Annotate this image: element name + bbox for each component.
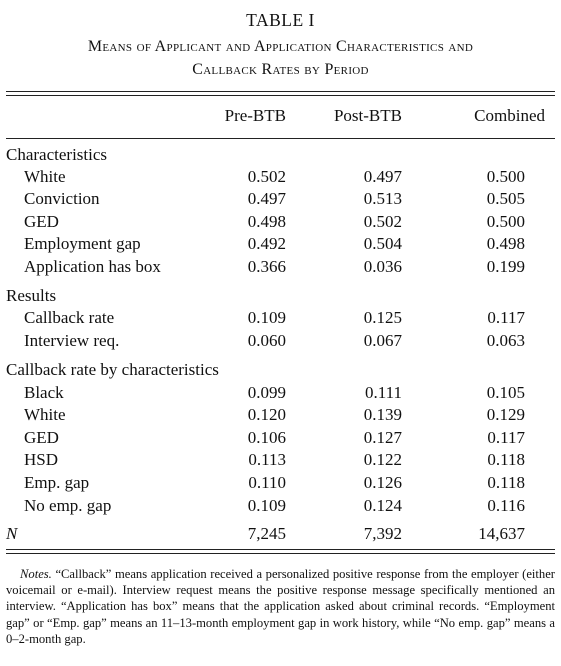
- cell-value: 0.497: [247, 189, 286, 208]
- row-label: White: [24, 405, 66, 424]
- row-label: Black: [24, 383, 64, 402]
- row-label: Results: [6, 286, 57, 305]
- row-label: Employment gap: [24, 234, 141, 253]
- row-label: GED: [24, 428, 59, 447]
- row-label: Emp. gap: [24, 473, 90, 492]
- table-row: White 0.502 0.497 0.500: [6, 167, 555, 189]
- row-label: Callback rate: [24, 308, 115, 327]
- cell-value: 0.099: [247, 383, 286, 402]
- cell-value: 0.500: [486, 167, 525, 186]
- column-header-post-btb: Post-BTB: [333, 106, 402, 125]
- table-caption-line-1: Means of Applicant and Application Chara…: [87, 38, 474, 55]
- table-row: Callback rate 0.109 0.125 0.117: [6, 308, 555, 330]
- cell-value: 0.111: [365, 383, 402, 402]
- cell-value: 0.366: [247, 257, 286, 276]
- cell-value: 0.497: [363, 167, 402, 186]
- cell-value: 0.120: [247, 405, 286, 424]
- table-row: Emp. gap 0.110 0.126 0.118: [6, 473, 555, 495]
- row-label: White: [24, 167, 66, 186]
- table-row-n: N 7,245 7,392 14,637: [6, 524, 555, 546]
- cell-value: 0.036: [363, 257, 402, 276]
- row-label: Interview req.: [24, 331, 120, 350]
- table-row: Employment gap 0.492 0.504 0.498: [6, 234, 555, 256]
- table-caption-line-2: Callback Rates by Period: [192, 61, 369, 78]
- cell-value: 0.199: [486, 257, 525, 276]
- cell-value: 0.498: [486, 234, 525, 253]
- cell-value: 0.127: [363, 428, 402, 447]
- top-rule: [6, 91, 555, 92]
- cell-value: 14,637: [478, 524, 525, 543]
- section-header: Results: [6, 286, 555, 308]
- cell-value: 0.505: [486, 189, 525, 208]
- row-label: Conviction: [24, 189, 100, 208]
- cell-value: 0.125: [363, 308, 402, 327]
- table-row: No emp. gap 0.109 0.124 0.116: [6, 496, 555, 518]
- cell-value: 0.504: [363, 234, 402, 253]
- notes-text: “Callback” means application received a …: [6, 567, 555, 646]
- cell-value: 0.118: [487, 473, 525, 492]
- cell-value: 0.063: [486, 331, 525, 350]
- cell-value: 0.110: [248, 473, 286, 492]
- table-row: White 0.120 0.139 0.129: [6, 405, 555, 427]
- cell-value: 0.502: [247, 167, 286, 186]
- cell-value: 0.109: [247, 308, 286, 327]
- notes-label: Notes.: [20, 567, 52, 581]
- cell-value: 0.116: [487, 496, 525, 515]
- cell-value: 0.513: [363, 189, 402, 208]
- table-row: HSD 0.113 0.122 0.118: [6, 450, 555, 472]
- cell-value: 0.113: [248, 450, 286, 469]
- table-row: Application has box 0.366 0.036 0.199: [6, 257, 555, 279]
- row-label: No emp. gap: [24, 496, 112, 515]
- row-label: GED: [24, 212, 59, 231]
- section-header: Characteristics: [6, 145, 555, 167]
- cell-value: 0.129: [486, 405, 525, 424]
- row-label: Application has box: [24, 257, 161, 276]
- cell-value: 0.105: [486, 383, 525, 402]
- table-row: GED 0.498 0.502 0.500: [6, 212, 555, 234]
- cell-value: 0.067: [363, 331, 402, 350]
- cell-value: 0.498: [247, 212, 286, 231]
- row-label: N: [6, 524, 18, 543]
- bottom-rule-second: [6, 553, 555, 554]
- cell-value: 0.124: [363, 496, 402, 515]
- cell-value: 7,392: [363, 524, 402, 543]
- cell-value: 0.502: [363, 212, 402, 231]
- table-row: Interview req. 0.060 0.067 0.063: [6, 331, 555, 353]
- table-row: Conviction 0.497 0.513 0.505: [6, 189, 555, 211]
- row-label: Callback rate by characteristics: [6, 360, 219, 379]
- cell-value: 0.117: [487, 428, 525, 447]
- section-header: Callback rate by characteristics: [6, 360, 555, 382]
- cell-value: 0.122: [363, 450, 402, 469]
- cell-value: 0.117: [487, 308, 525, 327]
- table-label: TABLE I: [246, 10, 315, 30]
- row-label: HSD: [24, 450, 59, 469]
- column-header-combined: Combined: [474, 106, 545, 125]
- header-rule: [6, 138, 555, 139]
- cell-value: 0.109: [247, 496, 286, 515]
- table-row: GED 0.106 0.127 0.117: [6, 428, 555, 450]
- cell-value: 0.139: [363, 405, 402, 424]
- cell-value: 7,245: [247, 524, 286, 543]
- bottom-rule: [6, 549, 555, 550]
- cell-value: 0.126: [363, 473, 402, 492]
- cell-value: 0.060: [247, 331, 286, 350]
- cell-value: 0.118: [487, 450, 525, 469]
- row-label: Characteristics: [6, 145, 108, 164]
- table-notes: Notes. “Callback” means application rece…: [6, 566, 555, 647]
- cell-value: 0.106: [247, 428, 286, 447]
- column-header-pre-btb: Pre-BTB: [224, 106, 286, 125]
- table-row: Black 0.099 0.111 0.105: [6, 383, 555, 405]
- cell-value: 0.500: [486, 212, 525, 231]
- top-rule-second: [6, 95, 555, 96]
- cell-value: 0.492: [247, 234, 286, 253]
